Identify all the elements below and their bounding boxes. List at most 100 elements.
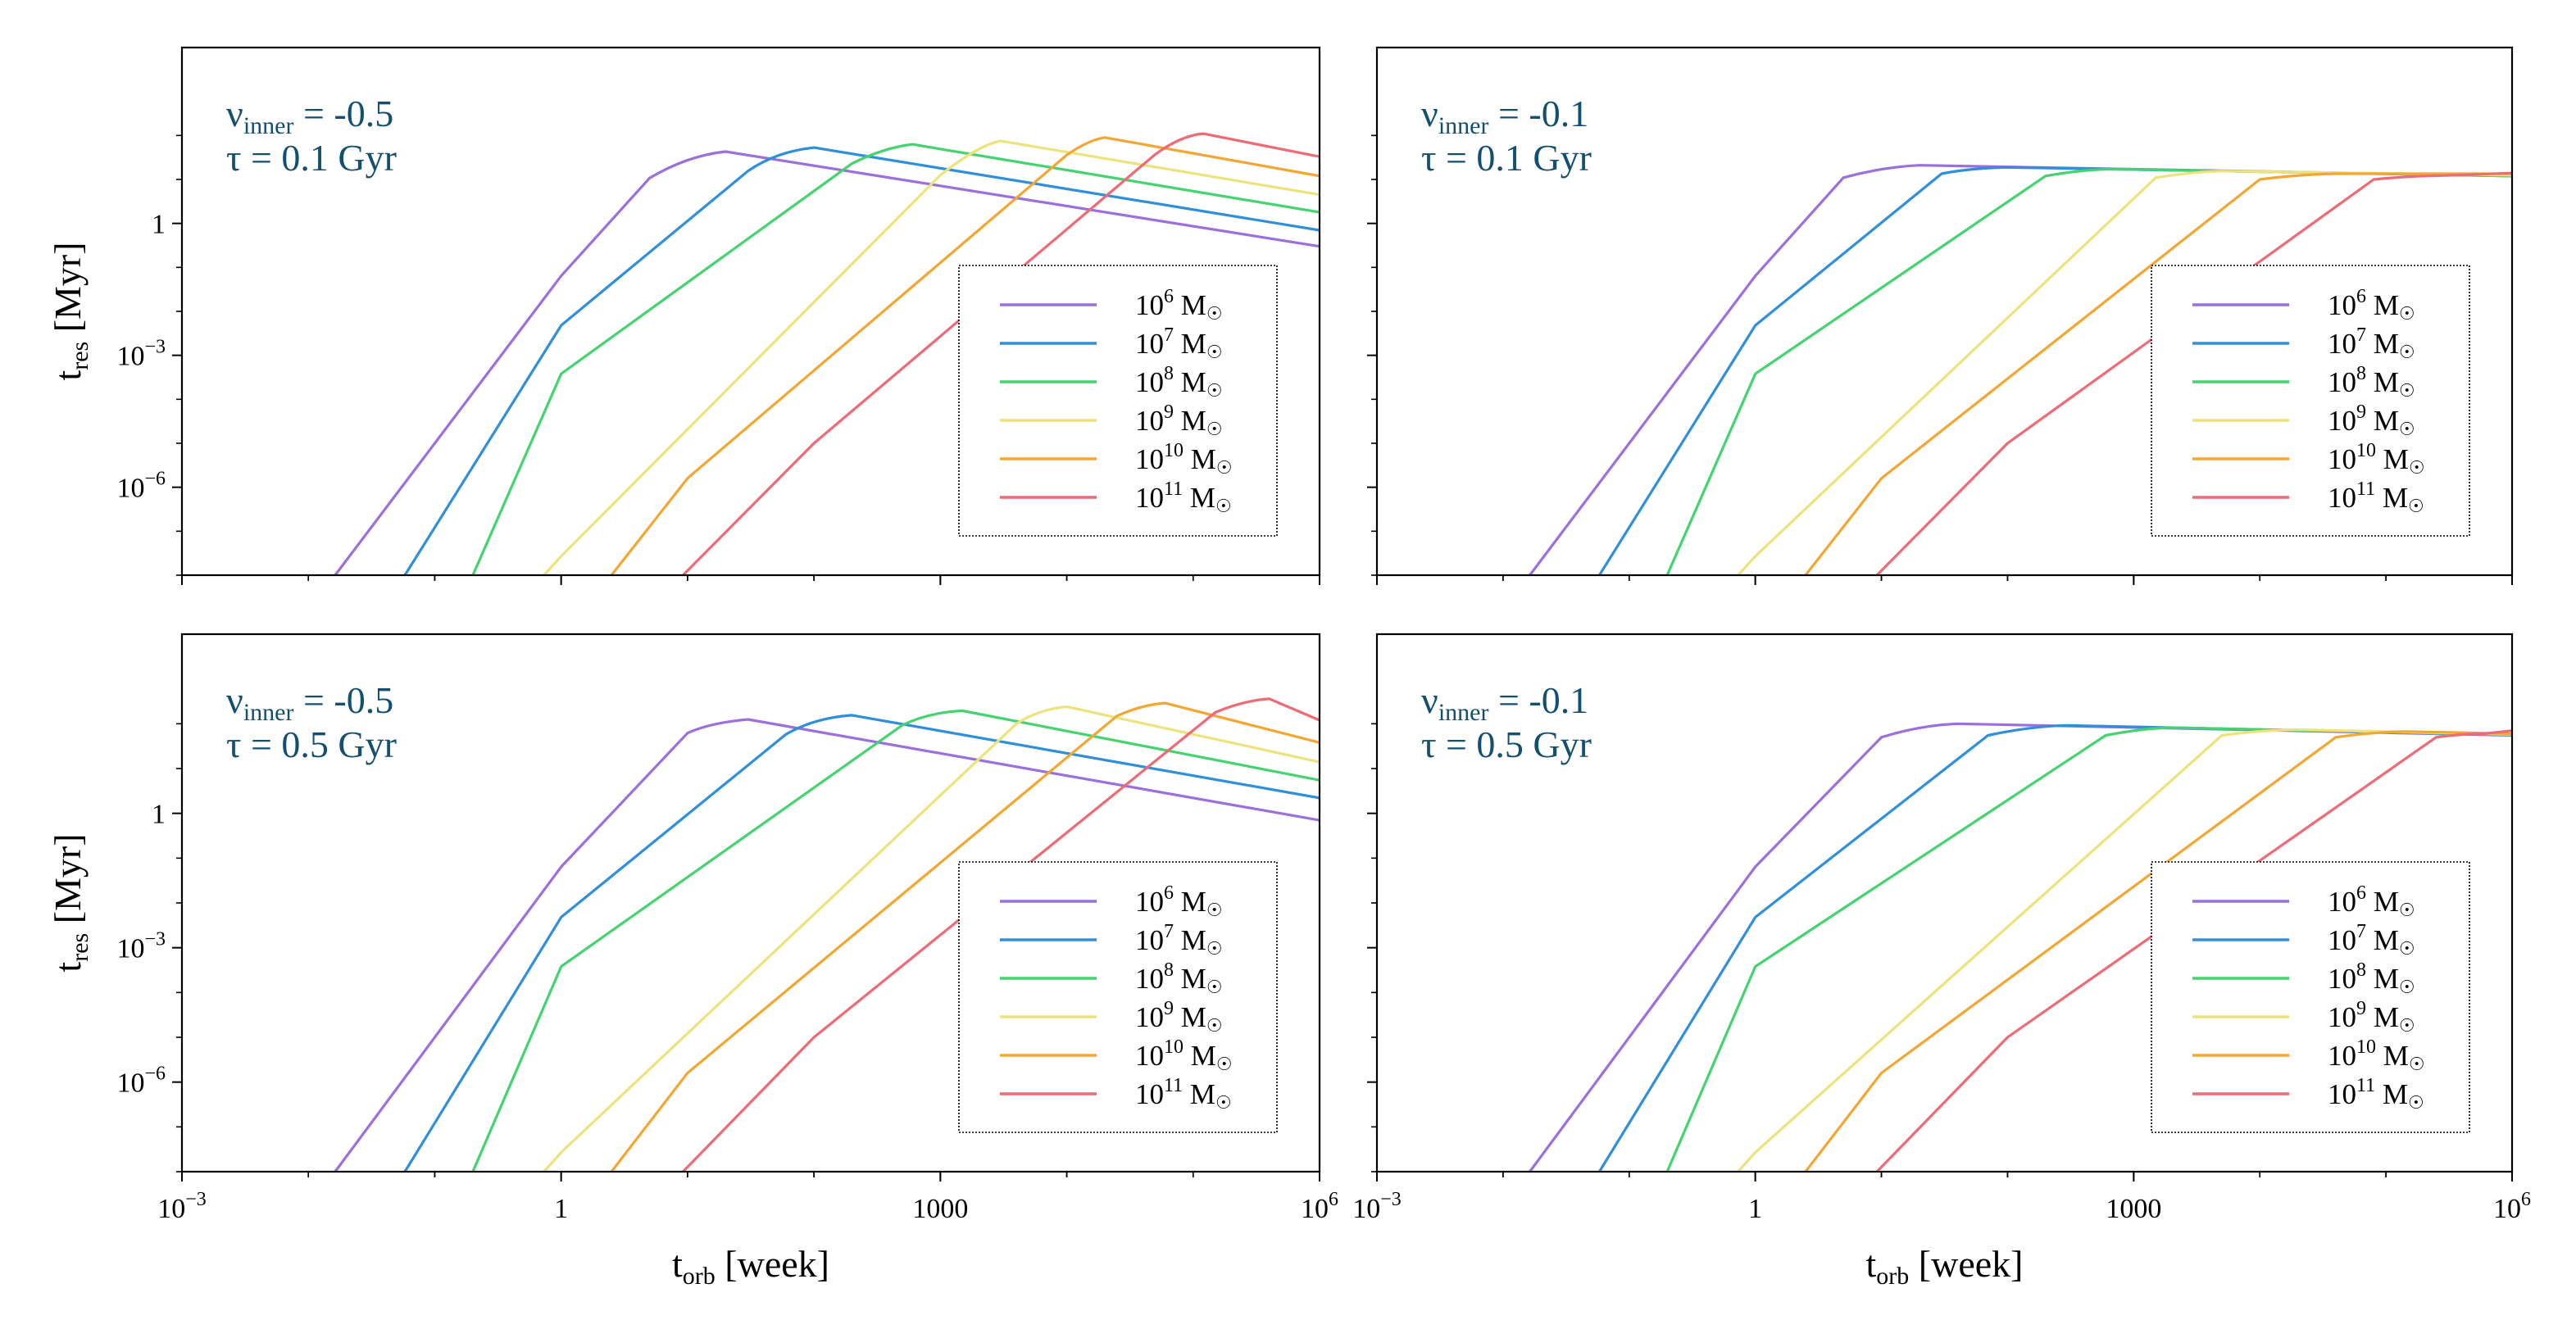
legend-entry: 106 M☉ [1000, 286, 1223, 324]
legend-entry: 1010 M☉ [1000, 1036, 1233, 1074]
legend-label: 107 M☉ [2328, 921, 2415, 959]
legend-box [2151, 861, 2470, 1133]
legend-entry: 108 M☉ [2192, 363, 2415, 401]
series-line-11 [1875, 729, 2512, 1172]
series-line-9 [1737, 728, 2512, 1172]
legend-label: 109 M☉ [2328, 998, 2415, 1036]
legend-entry: 1011 M☉ [2192, 479, 2424, 516]
legend-label: 107 M☉ [1135, 324, 1223, 362]
y-axis-ticks: 10−6 10−3 1 [116, 723, 182, 1172]
y-tick-label: 10−6 [116, 1064, 166, 1099]
series-lines [1529, 164, 2512, 575]
legend-entry: 1010 M☉ [1000, 440, 1233, 478]
legend-label: 108 M☉ [1135, 363, 1223, 401]
y-tick-label: 1 [152, 800, 166, 830]
panel-annotation: νinner = -0.5τ = 0.1 Gyr [226, 93, 397, 179]
legend-entry: 107 M☉ [1000, 921, 1223, 959]
series-line-9 [1737, 170, 2512, 575]
nu-inner-label: νinner = -0.1 [1421, 93, 1588, 139]
y-tick-label: 10−3 [116, 337, 166, 372]
legend-label: 109 M☉ [1135, 401, 1223, 439]
series-line-6 [1529, 722, 2512, 1172]
x-tick-label: 1000 [912, 1194, 968, 1224]
series-line-11 [682, 132, 1320, 575]
y-axis-label: tres [Myr] [47, 242, 93, 380]
nu-inner-label: νinner = -0.1 [1421, 679, 1588, 726]
x-tick-label: 1 [554, 1194, 568, 1224]
legend-label: 1011 M☉ [2328, 1075, 2424, 1113]
panel-annotation: νinner = -0.1τ = 0.5 Gyr [1421, 679, 1592, 765]
x-axis-label: torb [week] [1866, 1243, 2024, 1290]
legend-label: 106 M☉ [1135, 286, 1223, 324]
series-line-6 [334, 718, 1320, 1172]
legend-entry: 107 M☉ [2192, 921, 2415, 959]
legend-entry: 109 M☉ [2192, 401, 2415, 439]
legend-label: 1011 M☉ [1135, 479, 1232, 516]
x-tick-label: 10−3 [157, 1189, 207, 1224]
legend-entry: 1011 M☉ [1000, 1075, 1232, 1113]
series-line-9 [543, 705, 1320, 1172]
legend-label: 107 M☉ [1135, 921, 1223, 959]
legend-label: 1010 M☉ [1135, 1036, 1233, 1074]
series-line-7 [1598, 166, 2512, 575]
series-line-10 [1804, 172, 2512, 575]
x-axis-ticks: 10−3 1 1000 106 [1352, 1172, 2531, 1224]
panel-top-left: 10−6 10−3 1 tres [Myr] νinner = -0.5τ = 0.1 … [47, 46, 1321, 585]
legend-label: 106 M☉ [1135, 882, 1223, 920]
panel-bottom-left: 10−3 1 1000 106 10−6 10−3 1 torb [week] tres [My… [47, 633, 1338, 1290]
series-line-11 [1875, 171, 2512, 575]
series-line-6 [334, 150, 1320, 575]
legend-box [2151, 265, 2470, 537]
legend-label: 106 M☉ [2328, 882, 2415, 920]
legend-box [958, 265, 1278, 537]
x-axis-label: torb [week] [672, 1243, 829, 1290]
y-tick-label: 10−6 [116, 469, 166, 504]
legend: 106 M☉107 M☉108 M☉109 M☉1010 M☉1011 M☉ [958, 265, 1278, 537]
tau-label: τ = 0.1 Gyr [226, 137, 397, 179]
legend-label: 108 M☉ [1135, 959, 1223, 997]
series-line-10 [1804, 730, 2512, 1172]
x-axis-ticks: 10−3 1 1000 106 [157, 1172, 1338, 1224]
tau-label: τ = 0.5 Gyr [226, 723, 397, 765]
series-lines [334, 697, 1320, 1172]
legend-entry: 1011 M☉ [1000, 479, 1232, 516]
series-line-8 [471, 709, 1320, 1172]
x-tick-label: 1 [1748, 1194, 1762, 1224]
legend-label: 107 M☉ [2328, 324, 2415, 362]
series-line-10 [610, 701, 1320, 1172]
legend-entry: 1011 M☉ [2192, 1075, 2424, 1113]
series-line-7 [403, 146, 1320, 575]
series-line-7 [403, 714, 1320, 1172]
legend-label: 1011 M☉ [1135, 1075, 1232, 1113]
series-line-6 [1529, 164, 2512, 575]
series-line-7 [1598, 723, 2512, 1172]
series-lines [334, 132, 1320, 575]
nu-inner-label: νinner = -0.5 [226, 93, 393, 139]
legend-label: 1010 M☉ [1135, 440, 1233, 478]
legend-entry: 108 M☉ [2192, 959, 2415, 997]
legend-entry: 109 M☉ [2192, 998, 2415, 1036]
x-axis-ticks [181, 575, 1320, 585]
y-axis-ticks [1367, 134, 1377, 576]
legend: 106 M☉107 M☉108 M☉109 M☉1010 M☉1011 M☉ [2151, 265, 2470, 537]
legend-label: 1010 M☉ [2328, 440, 2425, 478]
y-tick-label: 1 [152, 210, 166, 240]
x-tick-label: 106 [1301, 1189, 1338, 1224]
legend-entry: 106 M☉ [1000, 882, 1223, 920]
legend-entry: 109 M☉ [1000, 401, 1223, 439]
legend-entry: 108 M☉ [1000, 363, 1223, 401]
y-tick-label: 10−3 [116, 929, 166, 964]
legend-label: 1011 M☉ [2328, 479, 2424, 516]
legend: 106 M☉107 M☉108 M☉109 M☉1010 M☉1011 M☉ [2151, 861, 2470, 1133]
legend-label: 109 M☉ [1135, 998, 1223, 1036]
x-axis-ticks [1376, 575, 2513, 585]
legend-box [958, 861, 1278, 1133]
legend-entry: 106 M☉ [2192, 882, 2415, 920]
tau-label: τ = 0.5 Gyr [1421, 723, 1592, 765]
legend-label: 108 M☉ [2328, 363, 2415, 401]
panel-bottom-right: 10−3 1 1000 106 torb [week] νinner = -0.1τ = … [1352, 633, 2531, 1290]
x-tick-label: 10−3 [1352, 1189, 1402, 1224]
series-line-10 [610, 136, 1320, 575]
series-line-8 [471, 143, 1320, 575]
